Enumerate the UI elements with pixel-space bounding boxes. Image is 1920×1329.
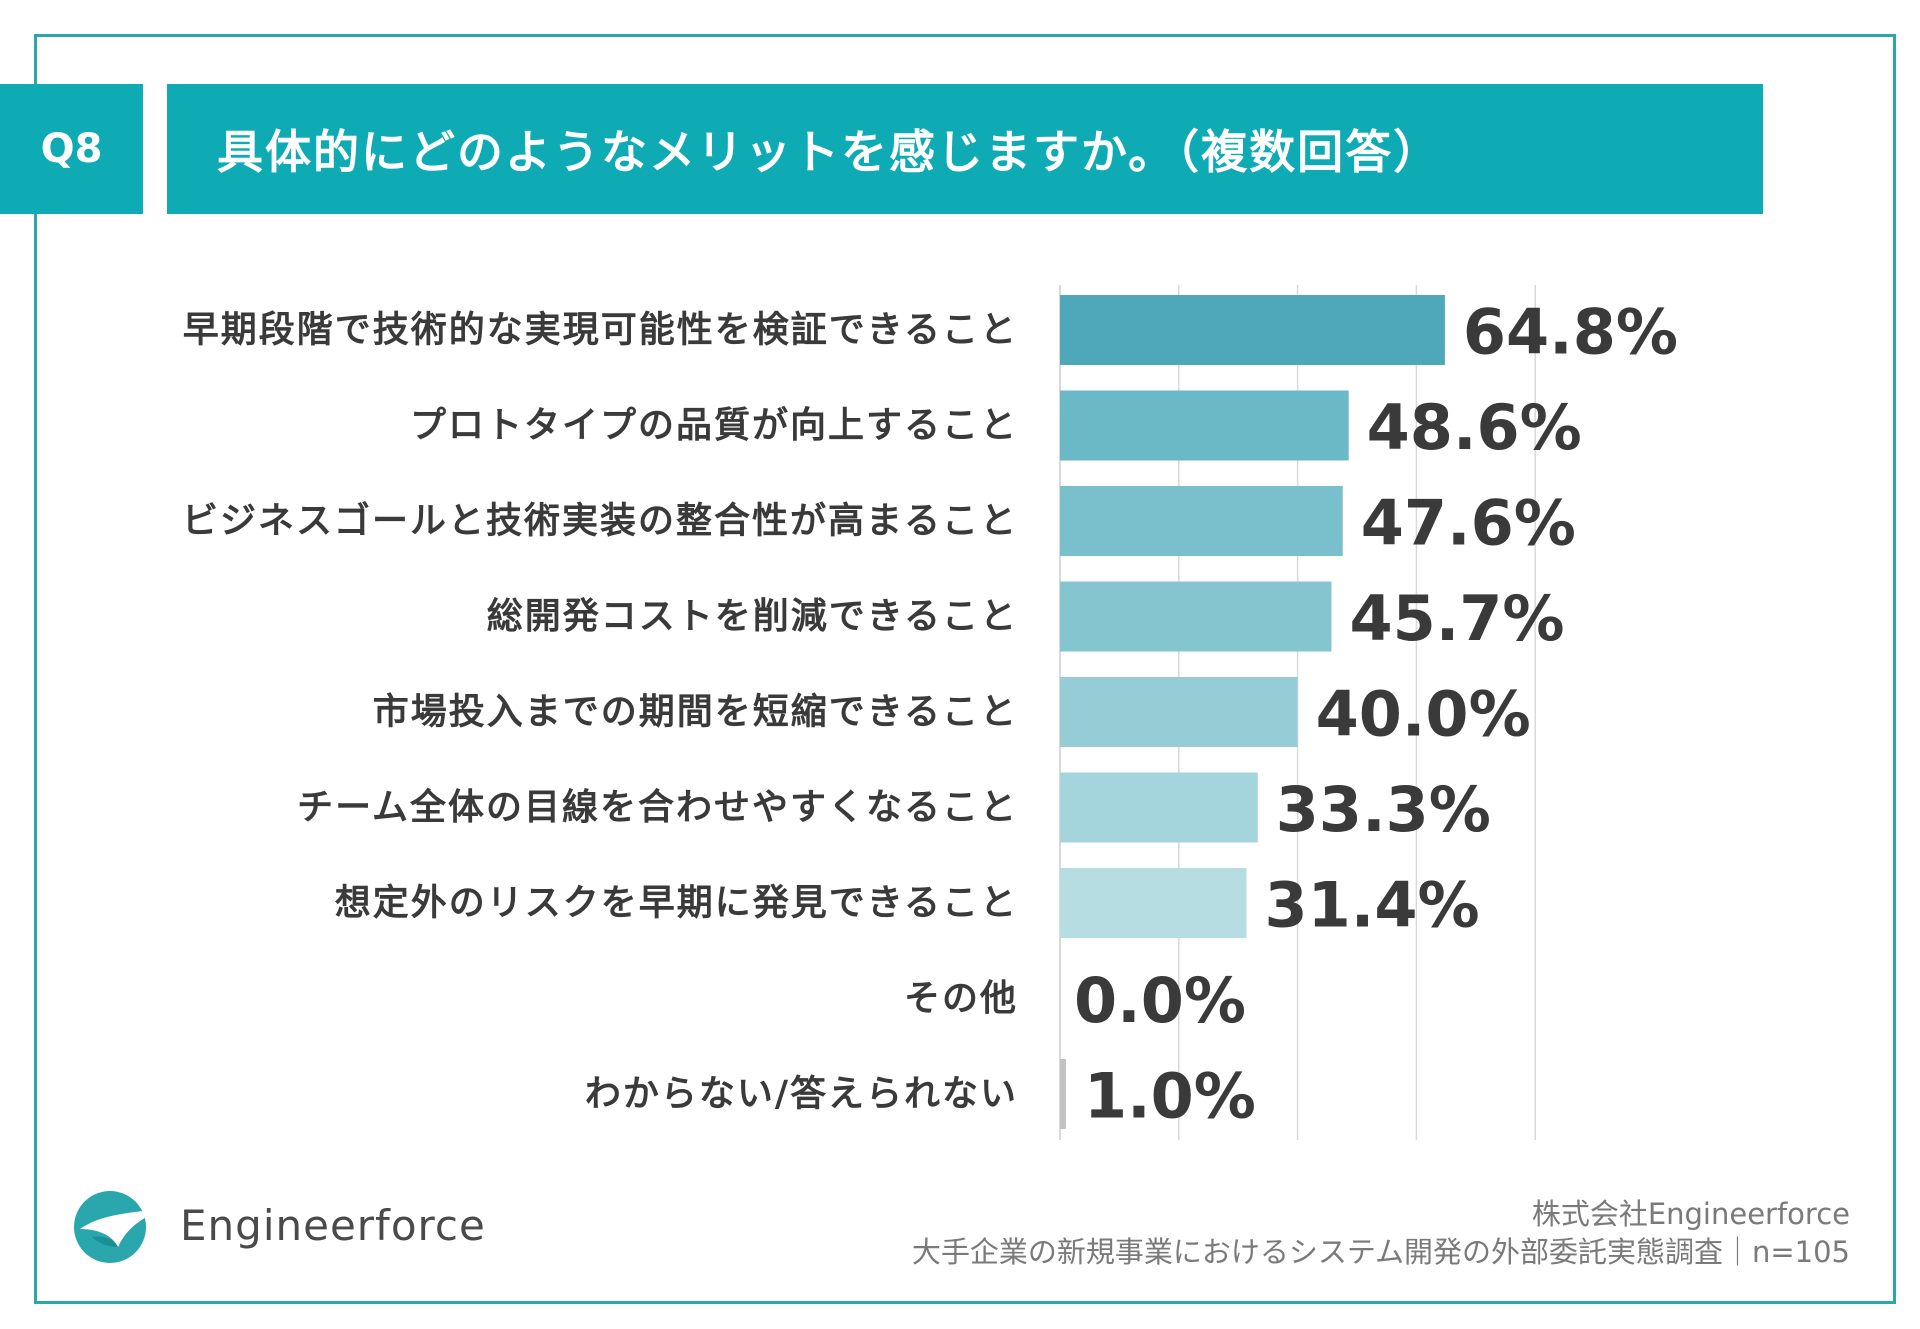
bird-logo-icon: [74, 1191, 162, 1263]
bar: [1060, 868, 1247, 938]
value-label: 47.6%: [1361, 487, 1576, 560]
value-label: 45.7%: [1349, 582, 1564, 655]
value-label: 33.3%: [1276, 773, 1491, 846]
value-labels: 64.8% 48.6% 47.6% 45.7% 40.0% 33.3% 31.4% 0.0% 1…: [1074, 296, 1678, 1133]
category-label: 市場投入までの期間を短縮できること: [373, 692, 1018, 733]
value-label: 64.8%: [1463, 296, 1678, 369]
footer-source: 株式会社Engineerforce 大手企業の新規事業におけるシステム開発の外部…: [912, 1195, 1850, 1271]
value-label: 0.0%: [1074, 964, 1246, 1037]
logo-wordmark: Engineerforce: [180, 1200, 486, 1250]
value-label: 40.0%: [1316, 678, 1531, 751]
bar: [1060, 390, 1349, 461]
category-label: ビジネスゴールと技術実装の整合性が高まること: [182, 500, 1018, 542]
question-title: 具体的にどのようなメリットを感じますか。（複数回答）: [167, 84, 1763, 214]
bar: [1060, 772, 1258, 843]
value-label: 1.0%: [1084, 1060, 1256, 1133]
outer-frame: [34, 34, 1896, 1304]
category-label: 早期段階で技術的な実現可能性を検証できること: [183, 310, 1018, 351]
bar: [1060, 295, 1445, 365]
category-labels: 早期段階で技術的な実現可能性を検証できることプロトタイプの品質が向上することビジ…: [182, 310, 1018, 1115]
question-number-badge: Q8: [0, 84, 143, 214]
bar: [1060, 581, 1332, 652]
category-label: プロトタイプの品質が向上すること: [410, 405, 1018, 446]
category-label: 想定外のリスクを早期に発見できること: [335, 883, 1018, 924]
value-label: 31.4%: [1265, 869, 1480, 942]
company-logo: Engineerforce: [70, 1185, 486, 1265]
category-label: わからない/答えられない: [585, 1074, 1018, 1115]
category-label: その他: [904, 978, 1018, 1019]
category-label: チーム全体の目線を合わせやすくなること: [297, 786, 1018, 828]
bars: [1060, 295, 1445, 1129]
category-label: 総開発コストを削減できること: [487, 596, 1018, 637]
bar: [1060, 486, 1343, 556]
bar: [1060, 1059, 1066, 1129]
bar: [1060, 677, 1298, 747]
footer-company: 株式会社Engineerforce: [1531, 1197, 1850, 1231]
value-label: 48.6%: [1367, 391, 1582, 464]
footer-survey-info: 大手企業の新規事業におけるシステム開発の外部委託実態調査｜n=105: [911, 1235, 1850, 1269]
